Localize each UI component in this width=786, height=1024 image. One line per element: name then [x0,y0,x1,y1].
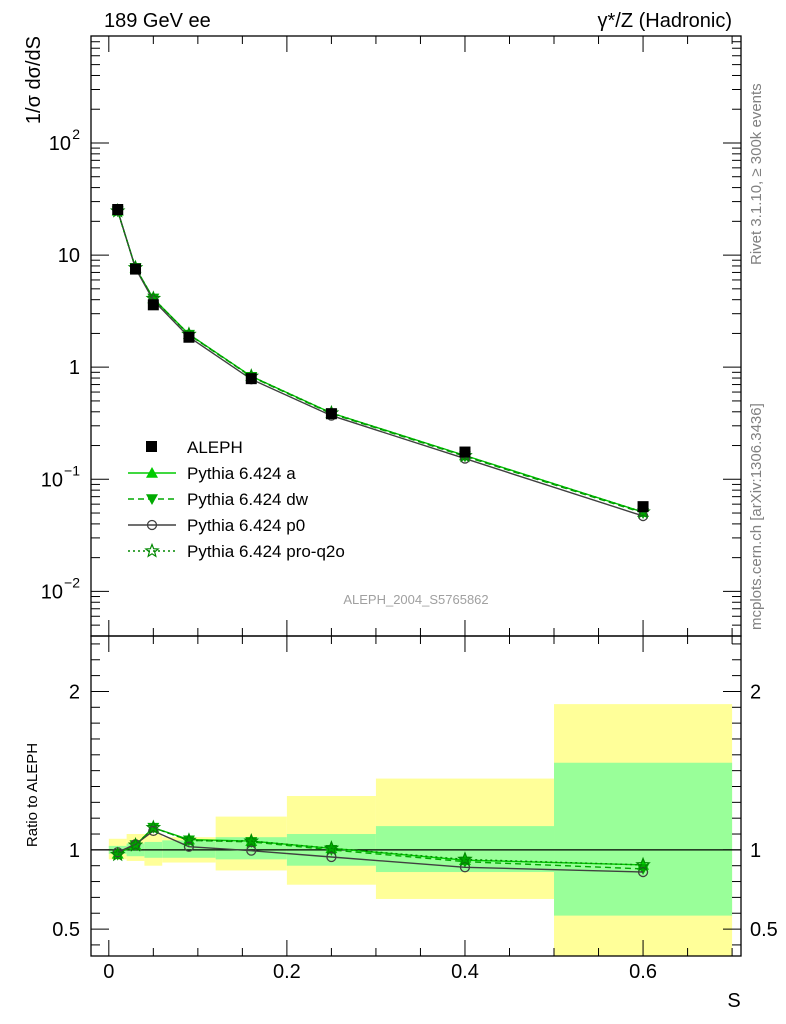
x-axis-label: S [727,990,740,1012]
ratio-inner-band [162,840,216,858]
x-tick-label: 0.6 [629,961,657,983]
legend-label: ALEPH [187,438,243,457]
legend-marker [144,542,160,558]
y-tick-exponent: −2 [64,574,80,590]
y-tick-base: 1 [69,357,80,379]
ratio-y-tick-label-left: 2 [69,681,80,703]
y-tick-base: 10 [49,133,71,155]
x-tick-label: 0 [103,961,114,983]
ratio-inner-band [554,762,733,916]
y-tick-base: 10 [41,581,63,603]
legend-label: Pythia 6.424 pro-q2o [187,542,345,561]
ratio-series-point [246,845,257,856]
ratio-uncertainty-bands [91,704,741,956]
header-left: 189 GeV ee [104,10,211,32]
legend-entry-0: Pythia 6.424 a [128,464,296,483]
y-tick-exponent: 2 [72,126,80,142]
ratio-series-point [145,819,162,835]
legend-label: Pythia 6.424 p0 [187,516,305,535]
ratio-series-point [127,836,144,852]
legend-marker [146,519,158,531]
legend: ALEPH Pythia 6.424 a Pythia 6.424 dw Pythia… [128,438,345,561]
y-tick-label: 10 [58,245,80,267]
legend-entry-1: Pythia 6.424 dw [128,490,309,509]
y-tick-label: 1 [69,357,80,379]
main-y-axis-label: 1/σ dσ/dS [23,36,45,124]
y-tick-label: 210 [49,126,80,155]
ratio-y-tick-label-right: 1 [750,840,761,862]
x-tick-label: 0.4 [451,961,479,983]
ratio-series-point [109,846,126,862]
legend-entry-2: Pythia 6.424 p0 [128,516,305,535]
main-data-points [112,204,649,513]
ratio-series-point [148,825,159,837]
ratio-y-tick-label-left: 0.5 [52,919,80,941]
ratio-series-point [635,856,651,872]
rivet-version-label: Rivet 3.1.10, ≥ 300k events [748,83,765,265]
header-right: γ*/Z (Hadronic) [598,10,732,32]
aleph-data-point [183,331,195,343]
legend-entry-3: Pythia 6.424 pro-q2o [128,542,345,561]
ratio-series-point [243,832,260,848]
ratio-y-tick-label-right: 0.5 [750,919,778,941]
ratio-series-3 [109,819,651,872]
aleph-data-point [112,204,124,216]
legend-marker [146,467,158,478]
aleph-data-point [130,263,142,275]
ratio-panel-frame [90,635,742,957]
x-tick-label: 0.2 [273,961,301,983]
y-tick-base: 10 [41,469,63,491]
legend-label: Pythia 6.424 dw [187,490,309,509]
legend-label: Pythia 6.424 a [187,464,296,483]
analysis-id-label: ALEPH_2004_S5765862 [343,592,488,607]
y-tick-exponent: −1 [64,462,80,478]
series-layer [109,202,651,878]
y-tick-base: 10 [58,245,80,267]
ratio-series-line [117,830,644,873]
aleph-data-point [325,408,337,420]
ratio-series-point [245,837,258,848]
ratio-y-tick-label-left: 1 [69,840,80,862]
ratio-y-axis-label: Ratio to ALEPH [24,743,41,847]
ratio-series-point [457,851,473,866]
aleph-data-point [147,299,159,311]
aleph-data-point [245,373,257,385]
ratio-series-point [181,832,197,847]
legend-marker [146,441,157,452]
aleph-data-point [459,446,471,458]
y-tick-label: −210 [41,574,80,603]
mcplots-source-label: mcplots.cern.ch [arXiv:1306.3436] [748,403,765,630]
legend-entry-aleph: ALEPH [146,438,243,457]
ratio-series-point [323,840,340,855]
ratio-series-point [326,851,337,863]
y-tick-label: −110 [41,462,80,491]
legend-marker [146,494,158,505]
aleph-data-point [637,501,649,513]
ratio-y-tick-label-right: 2 [750,681,761,703]
